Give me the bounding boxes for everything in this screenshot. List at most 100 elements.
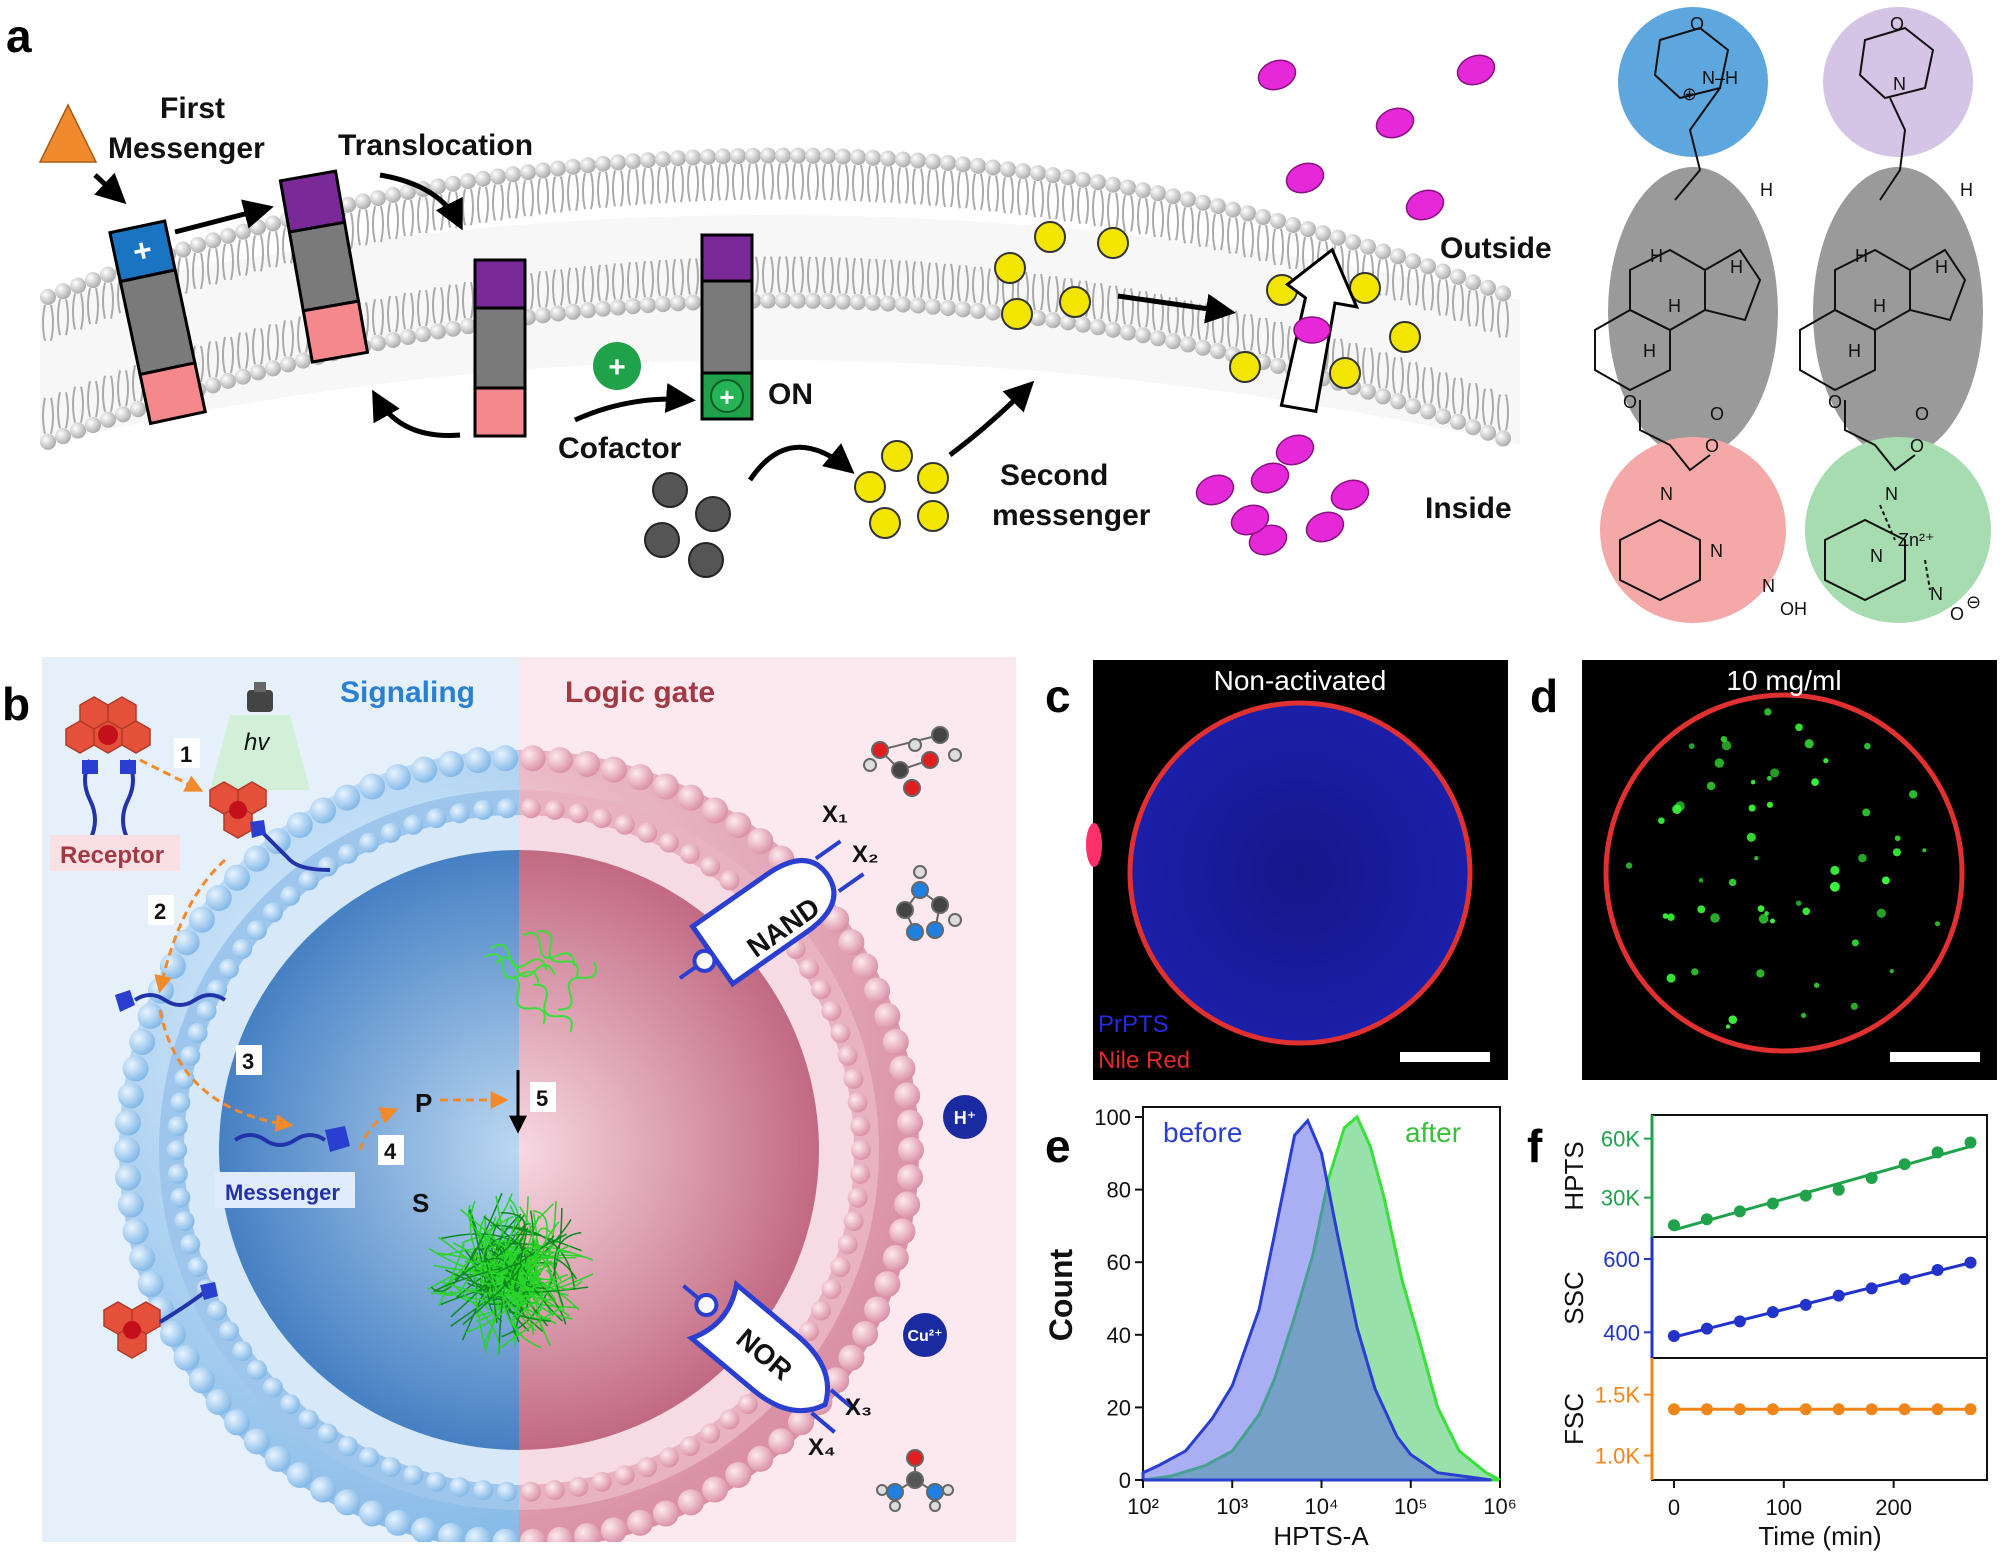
hv-label: hv — [244, 729, 271, 756]
chem-h-3: H — [1730, 257, 1743, 277]
data-point-f — [1799, 1403, 1812, 1416]
panel-d-title: 10 mg/ml — [1726, 665, 1841, 696]
chem-oh: OH — [1780, 599, 1807, 619]
chem-n-top-2: N — [1893, 74, 1906, 94]
data-point-f — [1700, 1403, 1713, 1416]
y-tick-label-f: 600 — [1603, 1247, 1640, 1272]
receptor-label: Receptor — [60, 842, 164, 869]
chem-n-pyridine: N — [1710, 541, 1723, 561]
messenger-label: Messenger — [225, 1180, 340, 1205]
x-tick-label-e: 10⁶ — [1483, 1494, 1517, 1519]
panel-letter-b: b — [2, 678, 30, 730]
step-arrow-3 — [158, 1009, 294, 1132]
molecule-sugar-icon — [863, 726, 962, 797]
fit-line-f — [1673, 1145, 1971, 1232]
panel-letter-f: f — [1527, 1120, 1543, 1172]
data-point-f — [1700, 1322, 1713, 1335]
chem-structure-protonated: O N–H ⊕ H H H H H O O O N N N OH — [1594, 7, 1807, 623]
proton-label: H⁺ — [954, 1108, 977, 1128]
arrow-to-second-messenger — [747, 443, 855, 482]
panel-c-scalebar — [1400, 1052, 1490, 1062]
data-point-f — [1733, 1315, 1746, 1328]
vesicle-left-half — [114, 745, 519, 1542]
second-messenger-label-2: messenger — [992, 499, 1151, 532]
y-tick-label-e: 20 — [1107, 1395, 1131, 1420]
outside-label: Outside — [1440, 232, 1552, 265]
panel-d-fluorescent-dots — [1625, 708, 1941, 1029]
polymer-ball — [427, 1192, 594, 1356]
data-point-f — [1766, 1306, 1779, 1319]
chem-o-top-2: O — [1890, 14, 1904, 34]
cofactor-label: Cofactor — [558, 432, 682, 465]
chem-o-oxime-2: O — [1910, 436, 1924, 456]
carrier-cationic: + — [108, 219, 208, 426]
receptor-icon — [65, 696, 151, 841]
arrow-translocation — [379, 172, 463, 231]
data-point-f — [1964, 1136, 1977, 1149]
arrow-back-translocation — [372, 389, 461, 438]
step-arrow-1 — [139, 758, 204, 792]
x-tick-label-e: 10⁴ — [1305, 1494, 1339, 1519]
fit-line-f — [1673, 1261, 1971, 1339]
gray-precursors — [644, 472, 731, 578]
receptor-bound — [209, 781, 331, 872]
chem-n-oh: N — [1762, 576, 1775, 596]
carrier-on: + — [700, 233, 754, 421]
substrate-p: P — [415, 1088, 432, 1118]
receptor-lower — [103, 1282, 218, 1359]
chem-o-ester: O — [1623, 392, 1637, 412]
data-point-f — [1865, 1282, 1878, 1295]
x-tick-label-f: 0 — [1668, 1495, 1680, 1520]
membrane-band — [40, 215, 1520, 445]
step-arrow-4 — [358, 1106, 399, 1151]
y-tick-label-f: 1.5K — [1595, 1383, 1641, 1408]
x2-label: X₂ — [852, 841, 879, 868]
carrier-inactive — [473, 258, 527, 438]
substrate-s: S — [412, 1188, 429, 1218]
chem-o-oxime: O — [1705, 436, 1719, 456]
arrow-messenger-to-carrier — [93, 172, 127, 205]
translocation-label: Translocation — [338, 129, 533, 162]
channel-cluster — [1229, 247, 1421, 414]
series-before-area — [1141, 1117, 1492, 1482]
cofactor-plus: + — [608, 351, 626, 384]
y-axis-label-e: Count — [1043, 1248, 1079, 1341]
second-messenger-label-1: Second — [1000, 459, 1108, 492]
data-point-f — [1799, 1189, 1812, 1202]
panel-letter-d: d — [1530, 670, 1558, 722]
legend-after: after — [1405, 1117, 1461, 1148]
step-2: 2 — [154, 899, 166, 924]
y-tick-label-f: 400 — [1603, 1320, 1640, 1345]
y-axis-label-hpts: HPTS — [1559, 1141, 1589, 1210]
x-axis-label-e: HPTS-A — [1273, 1521, 1369, 1551]
x3-label: X₃ — [845, 1394, 872, 1421]
x-tick-label-f: 100 — [1765, 1495, 1802, 1520]
step-labels: 1 2 3 4 5 — [148, 738, 556, 1165]
molecule-urea-icon — [876, 1449, 954, 1512]
x4-label: X₄ — [808, 1434, 835, 1461]
magenta-ions — [1195, 54, 1496, 556]
nor-gate-icon — [682, 1279, 856, 1434]
chem-plus: ⊕ — [1682, 84, 1697, 104]
chem-h-8: H — [1935, 257, 1948, 277]
chem-nh: N–H — [1702, 68, 1738, 88]
molecule-adenine-icon — [896, 865, 962, 941]
panel-c-legend-nilered: Nile Red — [1098, 1047, 1190, 1074]
messenger-inserted — [233, 1126, 350, 1152]
data-point-f — [1667, 1403, 1680, 1416]
proton-icon — [943, 1095, 987, 1139]
signaling-title: Signaling — [340, 676, 475, 709]
chem-o-carbonyl-2: O — [1915, 404, 1929, 424]
y-tick-label-f: 1.0K — [1595, 1444, 1641, 1469]
step-1: 1 — [180, 742, 192, 767]
y-tick-label-e: 40 — [1107, 1323, 1131, 1348]
nand-gate-icon — [678, 839, 865, 988]
first-messenger-label-1: First — [160, 92, 225, 125]
chem-zn: Zn²⁺ — [1898, 530, 1935, 550]
data-point-f — [1898, 1273, 1911, 1286]
messenger-free — [115, 990, 227, 1012]
chem-o-carbonyl: O — [1710, 404, 1724, 424]
first-messenger-triangle — [38, 103, 98, 163]
second-messenger-inside — [854, 440, 949, 539]
